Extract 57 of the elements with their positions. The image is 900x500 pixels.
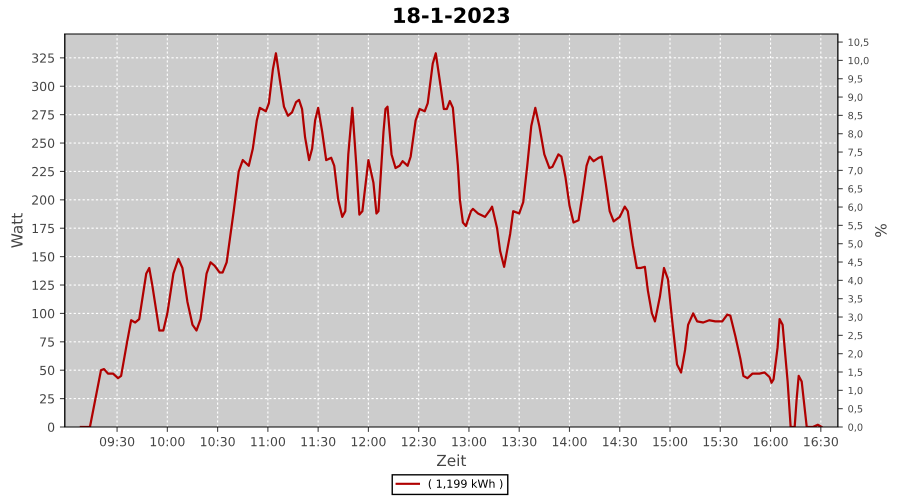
x-tick-label: 10:30 — [200, 436, 235, 446]
y2-tick-label: 7,0 — [848, 166, 862, 176]
y2-tick-label: 9,5 — [848, 75, 862, 84]
y2-tick-label: 5,0 — [848, 240, 862, 249]
x-tick-label: 12:00 — [352, 436, 386, 446]
y-tick-label: 50 — [40, 366, 54, 376]
y2-tick-label: 4,0 — [848, 276, 862, 286]
y-tick-label: 0 — [48, 422, 54, 432]
y2-tick-label: 7,5 — [848, 148, 862, 157]
y2-tick-label: 8,5 — [848, 112, 862, 120]
y2-tick-label: 5,5 — [848, 222, 862, 230]
y-tick-label: 325 — [32, 53, 54, 63]
y-tick-label: 300 — [32, 82, 54, 92]
y-axis-title: Watt — [11, 213, 23, 248]
y2-tick-label: 4,5 — [848, 258, 862, 267]
y2-tick-label: 10,5 — [848, 38, 868, 47]
y-tick-label: 275 — [32, 110, 54, 120]
x-tick-label: 11:30 — [302, 436, 336, 446]
y-tick-label: 250 — [32, 138, 54, 148]
x-tick-label: 15:00 — [653, 436, 688, 446]
y2-tick-label: 0,5 — [848, 405, 862, 414]
y-tick-label: 25 — [40, 394, 54, 404]
x-tick-label: 12:30 — [402, 436, 436, 446]
y2-axis-title: % — [875, 224, 887, 237]
y2-tick-label: 6,5 — [848, 185, 862, 194]
x-tick-label: 16:00 — [754, 436, 788, 446]
x-tick-label: 13:30 — [502, 436, 536, 446]
y2-tick-label: 9,0 — [848, 94, 862, 102]
y-tick-label: 100 — [32, 308, 54, 318]
x-tick-label: 09:30 — [100, 436, 134, 446]
y-tick-label: 200 — [32, 195, 54, 205]
x-tick-label: 14:00 — [552, 436, 587, 446]
chart-title: 18-1-2023 — [394, 7, 510, 24]
legend-label: ( 1,199 kWh ) — [428, 479, 502, 490]
y2-tick-label: 0,0 — [848, 423, 862, 432]
x-tick-label: 13:00 — [452, 436, 486, 446]
y-tick-label: 125 — [32, 280, 54, 290]
x-axis-title: Zeit — [436, 454, 466, 466]
y2-tick-label: 6,0 — [848, 204, 862, 212]
x-tick-label: 14:30 — [603, 436, 637, 446]
x-tick-label: 11:00 — [251, 436, 286, 446]
y2-tick-label: 2,0 — [848, 350, 862, 359]
y2-tick-label: 2,5 — [848, 332, 862, 340]
y2-tick-label: 3,0 — [848, 313, 862, 322]
line-series — [80, 52, 823, 427]
x-tick-label: 16:30 — [804, 436, 838, 446]
y2-tick-label: 1,0 — [848, 386, 862, 396]
y-tick-label: 150 — [32, 252, 54, 262]
y2-tick-label: 10,0 — [848, 56, 869, 66]
y2-tick-label: 3,5 — [848, 295, 862, 304]
y-tick-label: 225 — [32, 166, 54, 176]
x-tick-label: 15:30 — [704, 436, 738, 446]
y-tick-label: 75 — [40, 337, 54, 347]
y2-tick-label: 1,5 — [848, 368, 862, 377]
y2-tick-label: 8,0 — [848, 130, 862, 139]
x-tick-label: 10:00 — [150, 436, 185, 446]
y-tick-label: 175 — [32, 224, 54, 234]
